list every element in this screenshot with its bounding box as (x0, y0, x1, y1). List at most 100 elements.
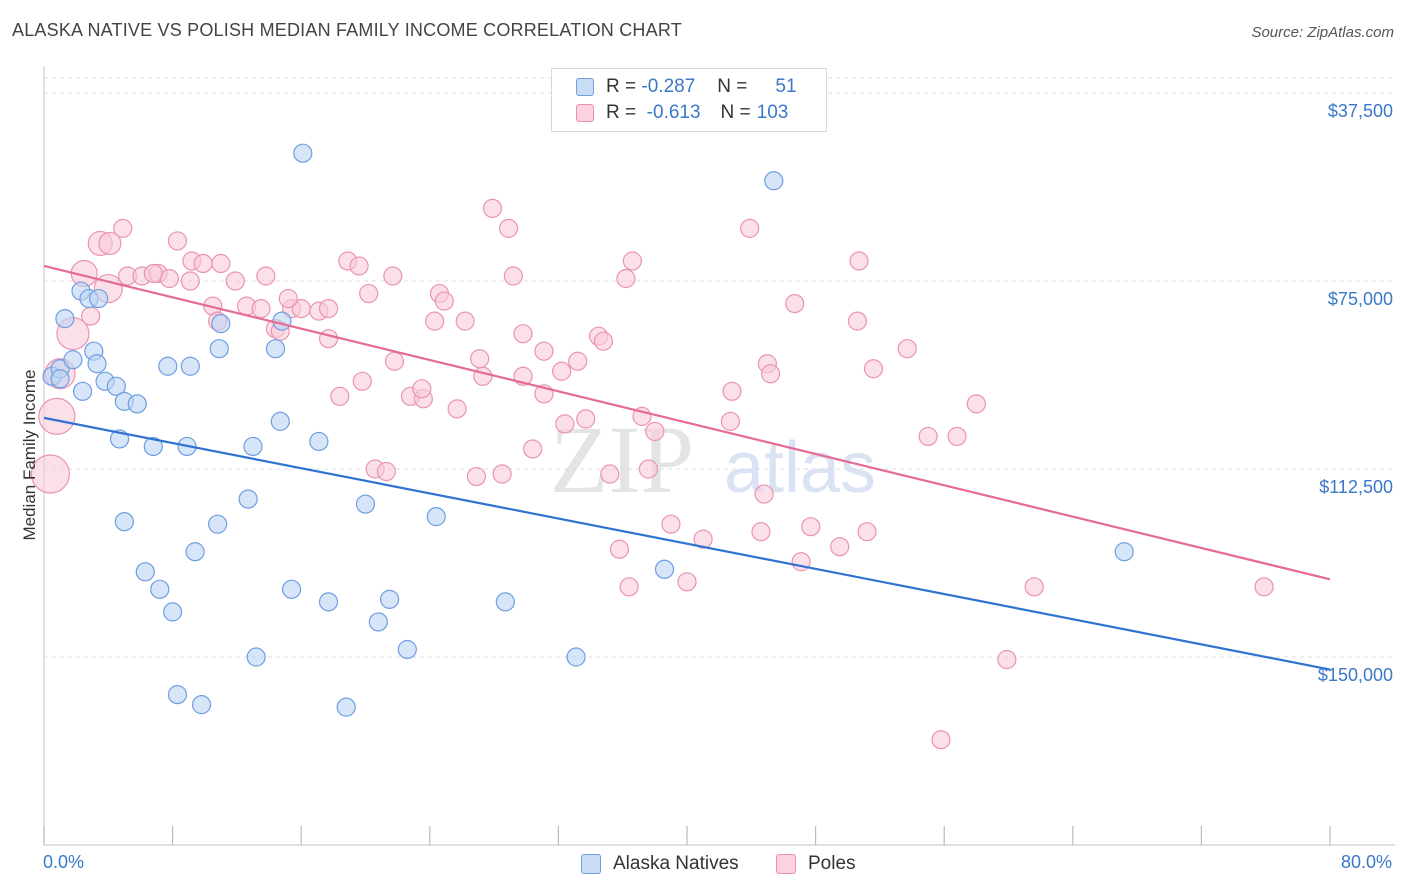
poles-point (740, 218, 760, 238)
alaska-natives-points (42, 143, 1134, 717)
poles-point (849, 251, 869, 271)
poles-point (609, 539, 630, 559)
bottom-legend-alaska: Alaska Natives (581, 851, 739, 877)
alaska-natives-point (1114, 542, 1134, 562)
legend-n-value: 103 (756, 102, 789, 123)
legend-r-label: R = (606, 76, 637, 97)
alaska-natives-point (55, 309, 75, 329)
alaska-natives-point (63, 350, 83, 370)
poles-point (180, 271, 200, 291)
poles-point (722, 381, 742, 401)
poles-point (847, 311, 867, 331)
alaska-natives-point (209, 339, 229, 359)
poles-point (383, 266, 403, 286)
y-axis-label: Median Family Income (20, 369, 39, 541)
alaska-natives-point (426, 507, 446, 527)
poles-point (225, 271, 245, 291)
poles-point (30, 454, 71, 494)
poles-point (645, 421, 665, 442)
bottom-legend-swatch-pink (776, 854, 796, 874)
poles-point (785, 293, 805, 314)
poles-point (677, 572, 697, 592)
y-tick-label: $150,000 (1318, 665, 1393, 685)
chart-source: Source: ZipAtlas.com (1251, 24, 1394, 41)
poles-point (470, 349, 490, 369)
x-axis-max-label: 80.0% (1340, 852, 1392, 872)
correlation-legend: R = -0.287 N = 51 R = -0.613 N = 103 (551, 68, 827, 132)
y-tick-label: $112,500 (1319, 477, 1393, 497)
poles-point (211, 253, 231, 274)
poles-point (754, 484, 774, 504)
legend-row-poles: R = -0.613 N = 103 (576, 101, 788, 125)
poles-point (622, 251, 642, 271)
alaska-natives-point (318, 592, 339, 612)
legend-r-value: -0.287 (641, 76, 696, 97)
poles-point (384, 351, 405, 371)
alaska-natives-point (265, 339, 286, 359)
poles-point (751, 522, 771, 542)
alaska-natives-point (336, 697, 356, 717)
poles-point (412, 379, 432, 399)
poles-point (638, 459, 659, 479)
bottom-legend-label: Poles (808, 853, 856, 874)
poles-point (661, 514, 681, 534)
alaska-natives-point (238, 489, 258, 509)
alaska-natives-point (106, 376, 126, 396)
poles-point (801, 517, 821, 537)
alaska-natives-point (208, 514, 228, 534)
poles-point (38, 397, 76, 435)
poles-point (330, 386, 350, 406)
poles-point (552, 361, 572, 381)
alaska-natives-point (158, 356, 178, 376)
legend-r-label: R = (606, 102, 637, 123)
poles-point (349, 256, 369, 276)
poles-point (482, 198, 503, 218)
poles-point (318, 329, 339, 349)
alaska-natives-point (185, 542, 205, 562)
alaska-natives-point (397, 639, 417, 660)
chart-title: ALASKA NATIVE VS POLISH MEDIAN FAMILY IN… (12, 20, 682, 40)
alaska-natives-point (50, 369, 70, 389)
alaska-natives-point (89, 288, 109, 309)
alaska-natives-trend-line (43, 416, 1331, 671)
alaska-natives-point (654, 559, 675, 579)
alaska-natives-point (243, 436, 263, 457)
alaska-natives-point (127, 394, 147, 414)
poles-point (352, 371, 372, 391)
poles-point (568, 351, 588, 371)
poles-trend-line (43, 264, 1331, 581)
poles-point (857, 522, 877, 542)
poles-point (931, 730, 951, 750)
poles-point (720, 411, 741, 431)
alaska-natives-point (272, 311, 292, 331)
legend-swatch-pink (576, 104, 594, 122)
poles-point (863, 359, 884, 379)
alaska-natives-point (167, 685, 188, 705)
alaska-natives-point (191, 695, 212, 715)
poles-point (523, 439, 543, 459)
alaska-natives-point (566, 647, 586, 667)
alaska-natives-point (270, 411, 290, 431)
poles-point (193, 253, 213, 274)
x-axis-min-label: 0.0% (43, 852, 85, 872)
poles-point (918, 426, 938, 447)
gridlines (44, 77, 1395, 658)
poles-point (359, 283, 379, 304)
poles-point (616, 268, 636, 289)
alaska-natives-point (150, 579, 170, 599)
alaska-natives-point (135, 562, 155, 582)
poles-point (143, 263, 163, 284)
legend-r-value: -0.613 (646, 102, 701, 123)
legend-row-alaska: R = -0.287 N = 51 (576, 75, 797, 99)
y-tick-labels: $150,000 $112,500 $75,000 $37,500 (1318, 101, 1393, 685)
poles-point (492, 464, 512, 484)
poles-point (318, 299, 339, 319)
poles-point (619, 577, 639, 597)
poles-point (555, 414, 575, 434)
poles-point (434, 291, 454, 311)
legend-n-value: 51 (775, 76, 797, 97)
alaska-natives-point (380, 589, 400, 609)
poles-point (997, 649, 1017, 670)
y-tick-label: $37,500 (1328, 101, 1393, 121)
poles-point (534, 341, 554, 361)
